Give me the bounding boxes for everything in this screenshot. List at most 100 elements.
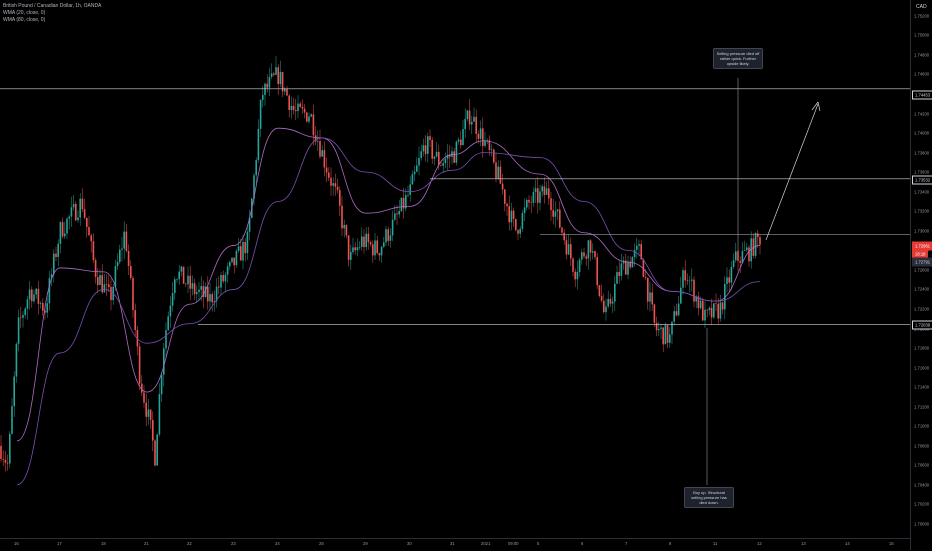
candle-body bbox=[202, 286, 205, 297]
candle-body bbox=[556, 209, 559, 212]
price-tick: 1.73200 bbox=[914, 208, 930, 214]
candle-body bbox=[180, 266, 183, 272]
candle bbox=[726, 267, 728, 293]
candle-body bbox=[609, 298, 612, 304]
candle-body bbox=[746, 247, 748, 251]
candle-body bbox=[743, 250, 746, 251]
candle-body bbox=[638, 244, 640, 246]
time-tick: 21 bbox=[144, 541, 149, 546]
candle bbox=[246, 225, 249, 261]
candle-body bbox=[741, 250, 744, 263]
candle bbox=[545, 181, 548, 195]
candle-body bbox=[704, 309, 706, 321]
candle bbox=[77, 210, 79, 223]
candle-body bbox=[655, 322, 658, 331]
annotation-bottom-note[interactable]: Buy up. Structural selling pressure has … bbox=[684, 487, 734, 508]
candle bbox=[345, 224, 348, 239]
candle bbox=[721, 301, 724, 315]
candle-body bbox=[367, 233, 370, 243]
candle bbox=[134, 303, 136, 336]
candle bbox=[42, 298, 44, 316]
candle-body bbox=[594, 251, 596, 258]
candle bbox=[266, 74, 268, 93]
candle bbox=[752, 233, 755, 259]
time-tick: 16 bbox=[14, 541, 19, 546]
candle-body bbox=[288, 95, 290, 110]
candle-body bbox=[28, 289, 31, 300]
candle-body bbox=[301, 107, 304, 109]
wma-20-line bbox=[16, 127, 761, 442]
candle bbox=[581, 248, 583, 265]
candle-body bbox=[358, 246, 361, 248]
candle-body bbox=[108, 284, 110, 288]
candle bbox=[196, 285, 198, 303]
candle bbox=[528, 195, 530, 210]
candle bbox=[737, 249, 739, 271]
candle bbox=[31, 286, 33, 308]
candle-body bbox=[468, 110, 471, 125]
candle-body bbox=[97, 277, 99, 285]
candle-body bbox=[88, 226, 90, 236]
candle-body bbox=[314, 135, 317, 142]
candle bbox=[453, 148, 455, 164]
annotation-top-note[interactable]: Selling pressure died off rather quick. … bbox=[713, 48, 763, 69]
candle-body bbox=[220, 275, 222, 288]
candle bbox=[669, 327, 671, 348]
candle-body bbox=[677, 303, 680, 316]
candle bbox=[622, 256, 625, 270]
price-chart-area[interactable] bbox=[0, 0, 910, 538]
candle-body bbox=[499, 166, 502, 184]
candle-body bbox=[20, 317, 22, 319]
candle bbox=[411, 170, 414, 185]
wma-20-legend[interactable]: WMA (20, close, 0) bbox=[3, 10, 46, 16]
candle-body bbox=[55, 253, 57, 257]
price-tag-resistance-mid: 1.73532 bbox=[912, 175, 932, 185]
candle bbox=[677, 295, 680, 317]
candle-body bbox=[517, 229, 519, 234]
candle bbox=[224, 272, 227, 292]
candle-body bbox=[598, 285, 601, 296]
candle bbox=[328, 167, 330, 182]
candle bbox=[563, 228, 565, 245]
candle bbox=[548, 179, 550, 205]
candle bbox=[222, 270, 224, 284]
candle bbox=[482, 117, 484, 158]
horizontal-levels bbox=[0, 88, 910, 326]
candle bbox=[86, 217, 88, 238]
candle bbox=[88, 216, 90, 236]
candle-body bbox=[286, 88, 288, 96]
price-axis[interactable]: CAD 1.752001.750001.748001.746001.744001… bbox=[910, 0, 932, 550]
candle-body bbox=[633, 249, 636, 258]
wma-80-legend[interactable]: WMA (80, close, 0) bbox=[3, 17, 46, 23]
candle-body bbox=[532, 192, 535, 203]
candle bbox=[427, 132, 429, 163]
candle bbox=[706, 308, 708, 318]
candle bbox=[101, 264, 103, 294]
candle bbox=[479, 120, 482, 147]
candle-body bbox=[405, 195, 407, 209]
candle-body bbox=[303, 108, 306, 113]
candle-body bbox=[548, 188, 550, 199]
time-axis[interactable]: 16 17 18 21 22 23 24 28 29 30 31 2021 09:00 5 6 7 8 11 12 1… bbox=[0, 538, 910, 551]
candle bbox=[468, 98, 471, 131]
candle-body bbox=[603, 300, 605, 313]
candle-body bbox=[416, 165, 418, 172]
candle-body bbox=[53, 253, 55, 275]
candle bbox=[537, 176, 539, 214]
candle-body bbox=[464, 119, 466, 130]
candle-body bbox=[581, 252, 583, 260]
candle-body bbox=[455, 141, 458, 163]
candle bbox=[750, 231, 752, 269]
candle-body bbox=[308, 116, 310, 122]
candle bbox=[138, 342, 141, 391]
candle-body bbox=[717, 303, 719, 319]
candle bbox=[55, 246, 57, 262]
candle-body bbox=[605, 306, 607, 313]
candle bbox=[420, 144, 422, 161]
candle-body bbox=[114, 266, 117, 287]
candle bbox=[686, 273, 689, 286]
candle-body bbox=[699, 300, 702, 309]
candle-body bbox=[361, 236, 363, 247]
candle bbox=[578, 257, 581, 277]
candle-body bbox=[13, 376, 15, 407]
